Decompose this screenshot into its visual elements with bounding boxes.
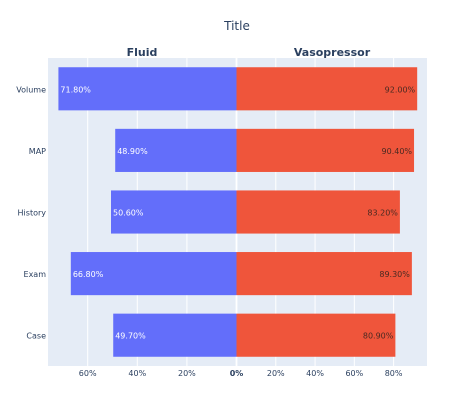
vasopressor-data-label: 83.20% [367, 209, 398, 218]
fluid-data-label: 66.80% [73, 270, 104, 279]
category-label: Exam [24, 270, 47, 279]
x-axis-tick-labels: 60% 40% 20% 0% 20% 40% 60% 80% [79, 369, 403, 378]
fluid-bar [113, 313, 237, 357]
fluid-data-label: 71.80% [60, 85, 91, 94]
vasopressor-bar [236, 67, 418, 111]
fluid-bars [58, 67, 237, 357]
vasopressor-bars [236, 67, 418, 357]
fluid-data-label: 48.90% [117, 147, 148, 156]
vasopressor-data-label: 89.30% [379, 270, 410, 279]
vasopressor-x-tick-label: 20% [267, 369, 285, 378]
category-label: MAP [29, 147, 46, 156]
vasopressor-data-label: 90.40% [382, 147, 413, 156]
fluid-x-tick-label: 60% [79, 369, 97, 378]
vasopressor-data-label: 92.00% [385, 85, 416, 94]
vasopressor-bar [236, 190, 400, 234]
vasopressor-x-tick-label: 80% [385, 369, 403, 378]
fluid-bar [70, 252, 237, 296]
fluid-bar [115, 128, 237, 172]
fluid-panel-title: Fluid [127, 46, 158, 59]
vasopressor-x-tick-label: 40% [306, 369, 324, 378]
fluid-data-label: 50.60% [113, 209, 144, 218]
data-labels: 71.80% 92.00% 48.90% 90.40% 50.60% 83.20% 66.8… [60, 85, 415, 340]
fluid-bar [110, 190, 237, 234]
fluid-bar [58, 67, 237, 111]
fluid-x-tick-label: 0% [230, 369, 244, 378]
vasopressor-panel-title: Vasopressor [294, 46, 371, 59]
vasopressor-bar [236, 252, 412, 296]
vasopressor-bar [236, 128, 415, 172]
category-label: Case [26, 332, 46, 341]
vasopressor-bar [236, 313, 396, 357]
vasopressor-data-label: 80.90% [363, 332, 394, 341]
category-label: History [18, 209, 47, 218]
fluid-data-label: 49.70% [115, 332, 146, 341]
y-axis-tick-labels: Volume MAP History Exam Case [16, 85, 46, 340]
chart-title: Title [223, 19, 250, 33]
fluid-x-tick-label: 40% [128, 369, 146, 378]
vasopressor-x-tick-label: 60% [345, 369, 363, 378]
fluid-x-tick-label: 20% [178, 369, 196, 378]
category-label: Volume [16, 85, 46, 94]
